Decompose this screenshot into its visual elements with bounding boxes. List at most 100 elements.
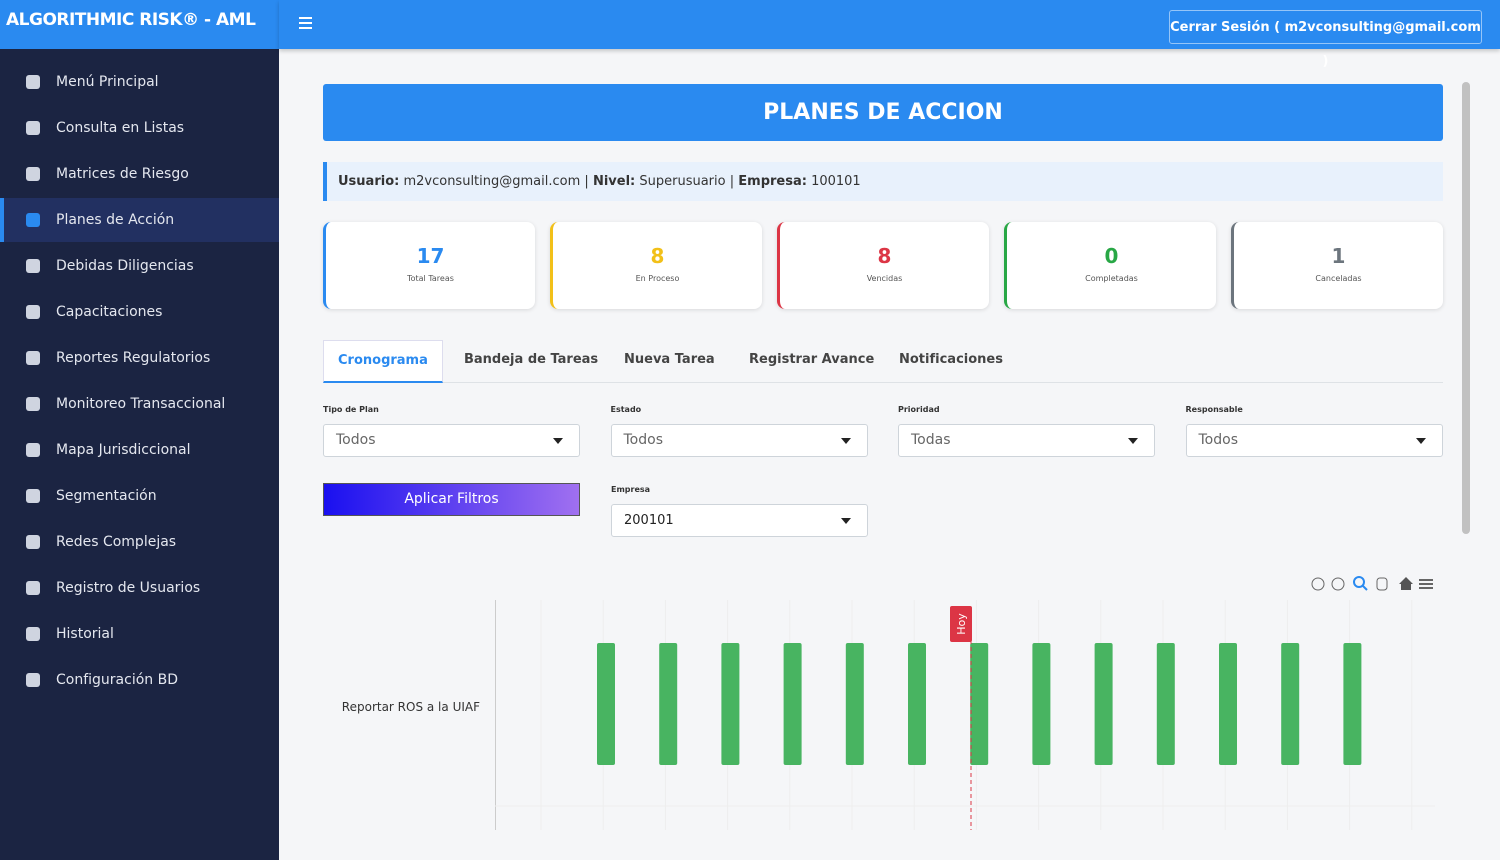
nav-item[interactable]: Monitoreo Transaccional — [0, 382, 279, 426]
gantt-chart: Hoy — [495, 600, 1435, 830]
nav-label: Historial — [56, 626, 114, 642]
tab-label: Bandeja de Tareas — [464, 352, 599, 367]
nav-icon — [26, 121, 40, 135]
chart-toolbar[interactable] — [1305, 574, 1440, 594]
today-badge — [950, 606, 972, 642]
nav-label: Redes Complejas — [56, 534, 177, 550]
info-label: Usuario: — [338, 174, 400, 189]
nav-label: Segmentación — [56, 488, 157, 504]
task-bar[interactable] — [783, 643, 802, 765]
stat-label: En Proceso — [635, 274, 680, 283]
filter-label: Tipo de Plan — [323, 405, 379, 414]
stat-value: 17 — [416, 244, 445, 268]
brand: ALGORITHMIC RISK® - AML — [0, 0, 279, 49]
nav-icon — [26, 535, 40, 549]
stat-value: 8 — [877, 244, 892, 268]
nav-icon — [26, 489, 40, 503]
nav-label: Consulta en Listas — [56, 120, 185, 136]
nav-icon — [26, 75, 40, 89]
tab-label: Nueva Tarea — [624, 352, 715, 367]
nav-icon — [26, 305, 40, 319]
task-label: Reportar ROS a la UIAF — [341, 700, 480, 714]
task-bar[interactable] — [659, 643, 678, 765]
nav-item[interactable]: Configuración BD — [0, 658, 279, 702]
info-label: Empresa: — [738, 174, 807, 189]
nav-icon — [26, 627, 40, 641]
stat-card: 1 Canceladas — [1231, 222, 1443, 309]
task-bar[interactable] — [1032, 643, 1051, 765]
stat-value: 0 — [1104, 244, 1119, 268]
tab[interactable]: Registrar Avance — [749, 340, 874, 383]
nav-item[interactable]: Historial — [0, 612, 279, 656]
filter-select[interactable]: Todas — [898, 424, 1155, 457]
nav-item[interactable]: Planes de Acción — [0, 198, 279, 242]
nav-item[interactable]: Matrices de Riesgo — [0, 152, 279, 196]
filter-select[interactable]: Todos — [610, 424, 868, 457]
tab-divider — [323, 382, 1443, 383]
nav-item[interactable]: Capacitaciones — [0, 290, 279, 334]
tab[interactable]: Bandeja de Tareas — [464, 340, 598, 383]
apply-filters-button[interactable]: Aplicar Filtros — [323, 483, 580, 516]
nav-label: Planes de Acción — [56, 212, 175, 228]
stat-label: Total Tareas — [407, 274, 454, 283]
page-title: PLANES DE ACCION — [323, 84, 1443, 141]
tab[interactable]: Nueva Tarea — [624, 340, 715, 383]
nav-item[interactable]: Menú Principal — [0, 60, 279, 104]
info-label: Nivel: — [592, 174, 636, 189]
nav-item[interactable]: Reportes Regulatorios — [0, 336, 279, 380]
scrollbar[interactable] — [1462, 82, 1470, 534]
nav-label: Monitoreo Transaccional — [56, 396, 226, 412]
tab-label: Registrar Avance — [749, 352, 875, 367]
filter-select[interactable]: Todos — [323, 424, 580, 457]
filter-select[interactable]: 200101 — [611, 504, 868, 537]
stat-label: Completadas — [1085, 274, 1138, 283]
task-bar[interactable] — [845, 643, 864, 765]
stat-card: 8 Vencidas — [777, 222, 989, 309]
task-bar[interactable] — [1094, 643, 1113, 765]
nav-label: Mapa Jurisdiccional — [56, 442, 191, 458]
filter-select[interactable]: Todos — [1185, 424, 1443, 457]
stat-label: Vencidas — [866, 274, 903, 283]
nav-item[interactable]: Mapa Jurisdiccional — [0, 428, 279, 472]
stat-value: 8 — [650, 244, 665, 268]
nav-item[interactable]: Debidas Diligencias — [0, 244, 279, 288]
tab-label: Cronograma — [338, 353, 428, 368]
nav-item[interactable]: Segmentación — [0, 474, 279, 518]
nav-label: Registro de Usuarios — [56, 580, 201, 596]
filter-label: Prioridad — [898, 405, 940, 414]
task-bar[interactable] — [970, 643, 989, 765]
nav-icon — [26, 443, 40, 457]
nav-label: Matrices de Riesgo — [56, 166, 189, 182]
task-bar[interactable] — [1343, 643, 1362, 765]
nav-label: Capacitaciones — [56, 304, 163, 320]
stat-card: 8 En Proceso — [550, 222, 762, 309]
separator: | — [729, 174, 735, 189]
nav-label: Configuración BD — [56, 672, 178, 688]
filter-label: Estado — [610, 405, 642, 414]
task-bar[interactable] — [721, 643, 740, 765]
nav-item[interactable]: Redes Complejas — [0, 520, 279, 564]
task-bar[interactable] — [597, 643, 615, 765]
menu-toggle[interactable] — [299, 17, 312, 29]
nav-label: Menú Principal — [56, 74, 159, 90]
info-value: Superusuario — [639, 174, 726, 189]
user-info: Usuario: m2vconsulting@gmail.com | Nivel… — [323, 162, 1443, 201]
info-value: m2vconsulting@gmail.com — [403, 174, 581, 189]
nav-label: Debidas Diligencias — [56, 258, 194, 274]
tab[interactable]: Notificaciones — [899, 340, 1003, 383]
nav-icon — [26, 167, 40, 181]
stat-card: 17 Total Tareas — [323, 222, 535, 309]
task-bar[interactable] — [1281, 643, 1300, 765]
stat-card: 0 Completadas — [1004, 222, 1216, 309]
filter-label: Empresa — [611, 485, 651, 494]
tab-label: Notificaciones — [899, 352, 1003, 367]
task-bar[interactable] — [1156, 643, 1175, 765]
nav-item[interactable]: Consulta en Listas — [0, 106, 279, 150]
tab[interactable]: Cronograma — [323, 340, 443, 383]
task-bar[interactable] — [908, 643, 926, 765]
nav-icon — [26, 351, 40, 365]
task-bar[interactable] — [1219, 643, 1237, 765]
nav-item[interactable]: Registro de Usuarios — [0, 566, 279, 610]
logout-button[interactable]: Cerrar Sesión ( m2vconsulting@gmail.com … — [1169, 10, 1482, 69]
